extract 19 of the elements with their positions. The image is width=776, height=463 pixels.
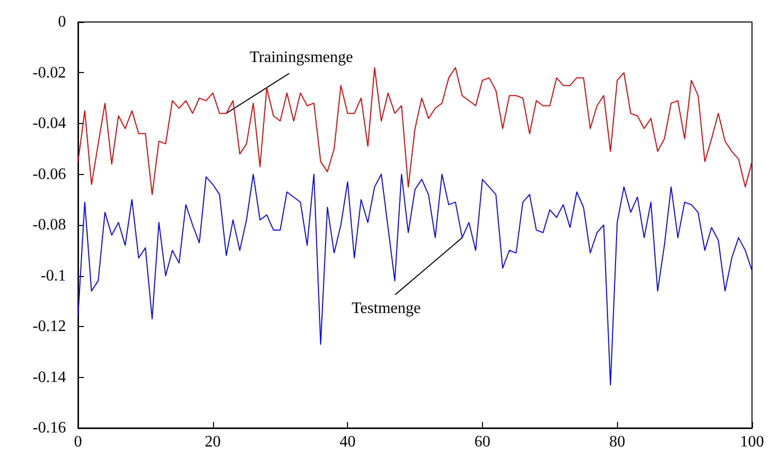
y-tick-label: -0.02	[32, 64, 66, 82]
x-tick-label: 0	[74, 434, 82, 450]
y-tick-label: -0.08	[32, 216, 66, 234]
x-tick-label: 40	[340, 434, 356, 450]
y-tick-label: -0.04	[32, 115, 66, 132]
y-tick-label: 0	[58, 14, 66, 30]
line-series	[78, 67, 752, 196]
annotation: Testmenge	[352, 300, 421, 318]
x-tick-label: 60	[474, 434, 490, 450]
y-tick-label: -0.14	[32, 368, 66, 386]
x-tick-label: 80	[609, 434, 626, 450]
y-tick-label: -0.06	[32, 166, 66, 183]
y-tick-label: -0.16	[32, 420, 66, 436]
y-tick-label: -0.12	[32, 318, 66, 335]
line-series	[78, 174, 752, 386]
x-tick-label: 20	[204, 434, 221, 450]
annotation: Trainingsmenge	[250, 48, 353, 66]
x-tick-label: 100	[740, 434, 764, 450]
y-tick-label: -0.1	[40, 267, 66, 284]
